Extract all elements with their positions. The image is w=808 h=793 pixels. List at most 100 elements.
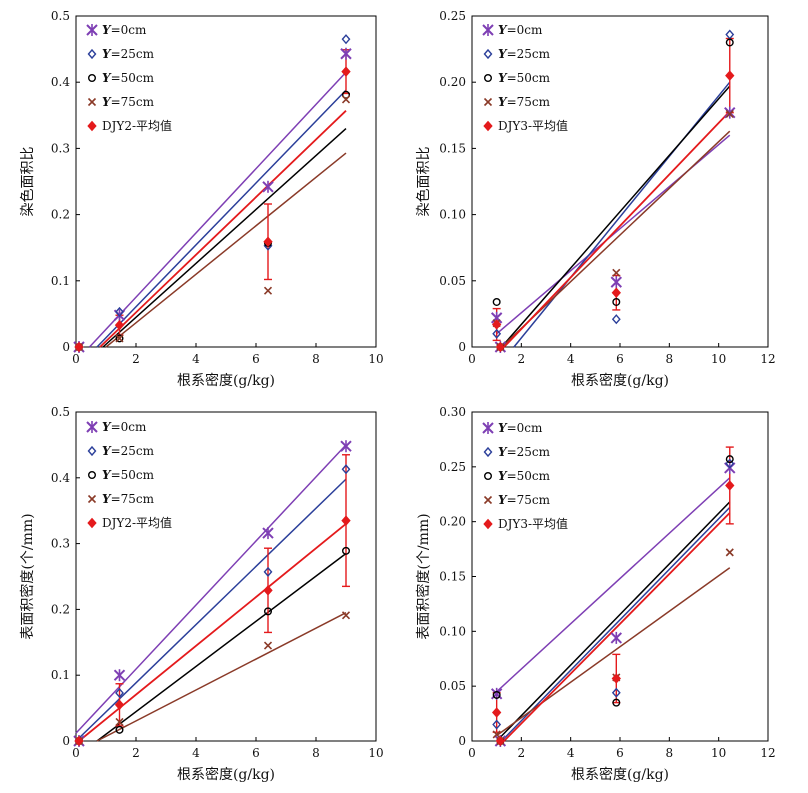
data-point — [495, 341, 506, 353]
legend: Y=0cm Y=25cm Y=50cm Y=75cm DJY3-平均值 — [482, 421, 568, 531]
x-tick-label: 6 — [616, 746, 624, 760]
y-axis-label: 染色面积比 — [19, 147, 36, 217]
legend-label: Y=50cm — [498, 469, 551, 483]
data-point — [340, 440, 352, 453]
legend-label: Y=0cm — [102, 23, 147, 37]
x-tick-label: 8 — [666, 746, 674, 760]
x-tick-label: 0 — [72, 352, 80, 366]
y-tick-label: 0.20 — [439, 515, 466, 529]
chart-bottom-left: 0 2 4 6 8 10 0 0.1 0.2 0.3 0.4 0.5 根系密度(g/kg) 表面积密度(个… — [19, 405, 384, 783]
x-tick-label: 6 — [252, 746, 260, 760]
y-tick-label: 0.20 — [439, 75, 466, 89]
data-point — [725, 455, 734, 464]
legend-label: Y=25cm — [498, 445, 551, 459]
data-point — [262, 180, 274, 193]
y-tick-label: 0.4 — [51, 75, 70, 89]
y-axis-label: 表面积密度(个/mm) — [415, 513, 432, 639]
y-tick-label: 0.05 — [439, 274, 466, 288]
data-point — [74, 735, 84, 747]
chart-panel-2: 0 2 4 6 8 10 12 0 0.05 0.10 0.15 0.20 0.25 根系密度(g/kg)… — [404, 0, 808, 396]
x-tick-label: 6 — [616, 352, 624, 366]
fit-line — [88, 71, 347, 348]
data-point — [491, 319, 502, 330]
data-point — [492, 730, 501, 739]
fit-line — [96, 89, 347, 348]
legend: Y=0cm Y=25cm Y=50cm Y=75cm DJY2-平均值 — [86, 420, 172, 530]
y-tick-label: 0.1 — [51, 274, 70, 288]
x-axis-label: 根系密度(g/kg) — [571, 372, 669, 389]
plot-frame — [75, 411, 377, 742]
fit-line — [496, 477, 731, 693]
legend-label: Y=25cm — [498, 47, 551, 61]
legend-marker — [87, 470, 96, 479]
legend-marker — [87, 445, 97, 457]
y-axis-label: 表面积密度(个/mm) — [19, 513, 36, 639]
legend-marker — [87, 97, 97, 107]
data-point — [610, 631, 623, 644]
x-tick-label: 4 — [567, 746, 575, 760]
fit-line — [105, 152, 347, 348]
legend-label: Y=25cm — [102, 444, 155, 458]
fit-line — [501, 506, 731, 742]
data-point — [263, 566, 273, 577]
data-point — [342, 90, 351, 99]
data-point — [492, 690, 501, 699]
data-point — [342, 546, 351, 555]
x-tick-label: 8 — [666, 352, 674, 366]
data-point — [724, 106, 736, 119]
data-point — [341, 95, 351, 104]
data-point — [492, 297, 501, 306]
x-axis-label: 根系密度(g/kg) — [571, 766, 669, 783]
legend: Y=0cm Y=25cm Y=50cm Y=75cm DJY3-平均值 — [482, 23, 568, 133]
data-point — [74, 341, 84, 353]
x-tick-label: 4 — [567, 352, 575, 366]
legend-marker — [483, 120, 493, 132]
legend-marker — [87, 517, 97, 529]
legend-label: Y=50cm — [498, 71, 551, 85]
y-tick-label: 0 — [62, 734, 70, 748]
legend-marker — [87, 48, 97, 60]
y-tick-label: 0.2 — [51, 208, 70, 222]
legend-label: Y=50cm — [102, 71, 155, 85]
y-tick-label: 0.25 — [439, 460, 466, 474]
x-tick-label: 2 — [132, 746, 140, 760]
plot-frame — [471, 15, 769, 348]
legend-marker — [483, 73, 492, 82]
y-tick-label: 0 — [458, 340, 466, 354]
chart-top-left: 0 2 4 6 8 10 0 0.1 0.2 0.3 0.4 0.5 根系密度(g/kg) 染色面积比 Y=… — [19, 9, 384, 389]
data-point — [341, 66, 351, 77]
fit-line — [102, 127, 347, 348]
x-tick-label: 12 — [760, 352, 775, 366]
plot-frame — [75, 15, 377, 348]
legend-marker — [482, 422, 494, 434]
data-point — [340, 47, 352, 60]
data-point — [115, 334, 124, 343]
legend-label: Y=75cm — [102, 492, 155, 506]
data-point — [612, 698, 621, 707]
y-tick-label: 0.1 — [51, 668, 70, 682]
data-point — [725, 548, 734, 557]
x-tick-label: 0 — [72, 746, 80, 760]
data-point — [612, 268, 621, 277]
data-point — [492, 328, 502, 339]
chart-panel-4: 0 2 4 6 8 10 12 0 0.05 0.10 0.15 0.20 0.25 0.30 根系密度(g… — [404, 396, 808, 793]
fit-line — [503, 512, 731, 742]
legend-label: DJY3-平均值 — [498, 516, 568, 531]
legend-marker — [483, 48, 493, 60]
legend-label: DJY2-平均值 — [102, 515, 172, 530]
data-point — [725, 29, 735, 40]
legend-label: Y=75cm — [498, 95, 551, 109]
data-point — [115, 725, 124, 734]
legend-label: Y=0cm — [102, 420, 147, 434]
data-point — [115, 306, 124, 317]
data-point — [263, 286, 273, 295]
y-tick-label: 0.15 — [439, 570, 466, 584]
data-point — [612, 297, 621, 306]
x-tick-label: 10 — [711, 746, 726, 760]
data-point — [114, 699, 125, 711]
y-tick-label: 0.5 — [51, 9, 70, 23]
x-tick-label: 10 — [711, 352, 726, 366]
legend-marker — [87, 73, 96, 82]
data-point — [341, 464, 351, 475]
data-point — [263, 236, 273, 247]
